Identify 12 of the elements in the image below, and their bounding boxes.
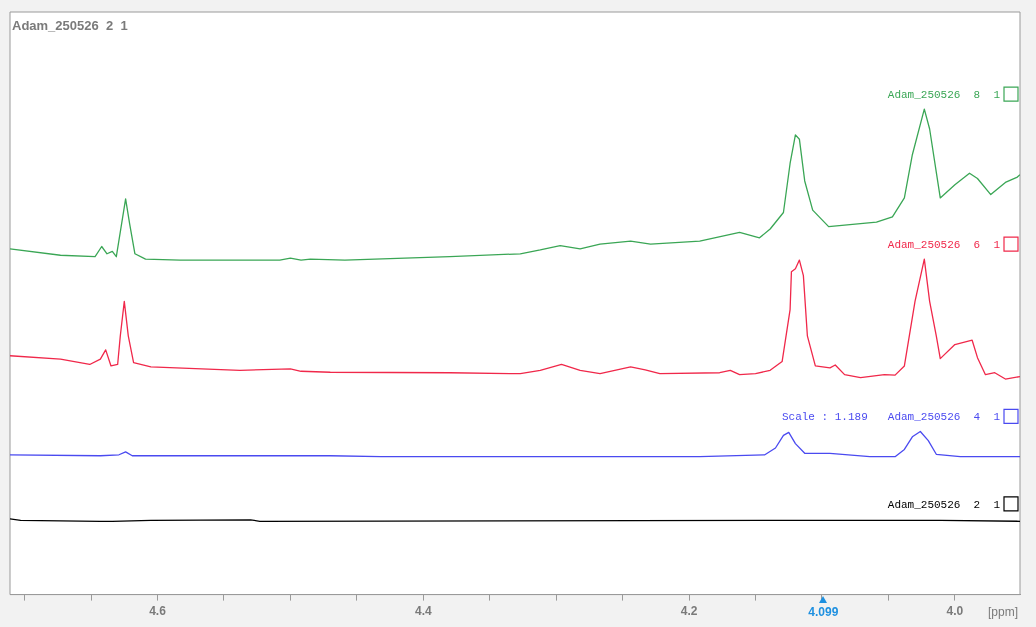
x-tick-label: 4.2 (680, 604, 698, 619)
x-tick-label: 4.6 (149, 604, 167, 619)
annotation: Scale : 1.189 (781, 411, 868, 424)
chart-title: Adam_250526 2 1 (12, 17, 128, 33)
legend-label: Adam_250526 2 1 (887, 498, 1001, 511)
text: 4.099 (808, 604, 839, 619)
legend-label: Adam_250526 6 1 (887, 239, 1001, 252)
legend-label: Adam_250526 8 1 (887, 89, 1001, 102)
x-tick-label: 4.4 (414, 604, 432, 619)
legend-label: Adam_250526 4 1 (887, 411, 1001, 424)
x-tick-label: 4.0 (946, 604, 964, 619)
x-axis-title: [ppm] (987, 604, 1018, 619)
